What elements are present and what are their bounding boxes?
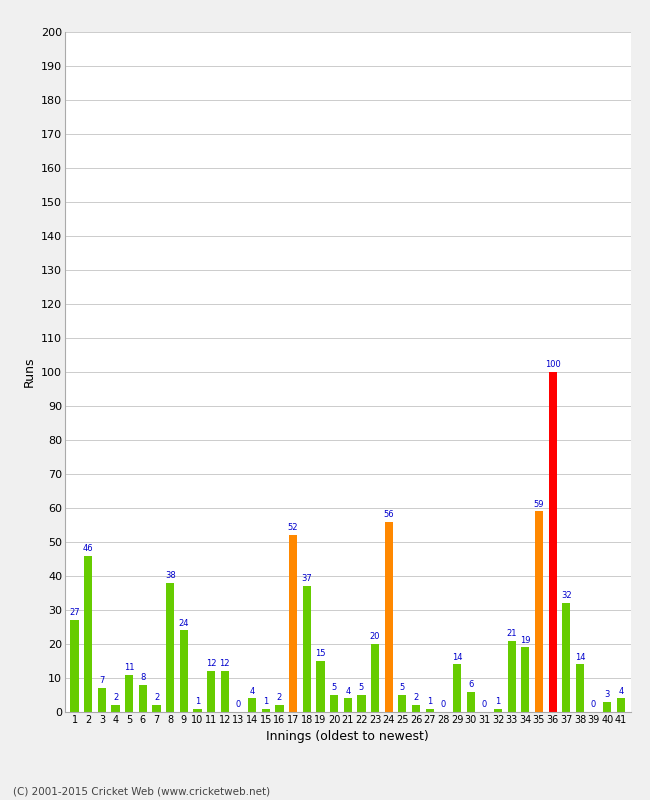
- Bar: [508, 641, 515, 712]
- Bar: [84, 555, 92, 712]
- Text: 32: 32: [561, 591, 571, 601]
- Bar: [494, 709, 502, 712]
- Bar: [398, 695, 406, 712]
- Bar: [276, 706, 283, 712]
- Text: 6: 6: [468, 680, 473, 689]
- Text: 2: 2: [113, 694, 118, 702]
- Text: 2: 2: [413, 694, 419, 702]
- Bar: [248, 698, 256, 712]
- Text: 59: 59: [534, 500, 544, 509]
- Bar: [617, 698, 625, 712]
- Text: 0: 0: [441, 700, 446, 710]
- Bar: [207, 671, 215, 712]
- Text: 4: 4: [345, 686, 350, 696]
- Bar: [344, 698, 352, 712]
- Bar: [562, 603, 571, 712]
- Text: 1: 1: [495, 697, 500, 706]
- Text: 0: 0: [591, 700, 596, 710]
- Text: 100: 100: [545, 360, 560, 370]
- Bar: [358, 695, 365, 712]
- Text: 14: 14: [575, 653, 585, 662]
- Bar: [111, 706, 120, 712]
- Bar: [535, 511, 543, 712]
- Text: 3: 3: [604, 690, 610, 699]
- Text: 7: 7: [99, 677, 105, 686]
- Text: 2: 2: [154, 694, 159, 702]
- Text: 37: 37: [302, 574, 312, 583]
- Text: (C) 2001-2015 Cricket Web (www.cricketweb.net): (C) 2001-2015 Cricket Web (www.cricketwe…: [13, 786, 270, 796]
- Bar: [549, 372, 557, 712]
- Bar: [70, 620, 79, 712]
- X-axis label: Innings (oldest to newest): Innings (oldest to newest): [266, 730, 429, 743]
- Text: 0: 0: [482, 700, 487, 710]
- Text: 27: 27: [70, 609, 80, 618]
- Bar: [152, 706, 161, 712]
- Text: 11: 11: [124, 663, 135, 672]
- Text: 19: 19: [520, 636, 530, 645]
- Bar: [166, 582, 174, 712]
- Text: 46: 46: [83, 544, 94, 553]
- Bar: [412, 706, 420, 712]
- Text: 2: 2: [277, 694, 282, 702]
- Text: 56: 56: [384, 510, 394, 519]
- Bar: [262, 709, 270, 712]
- Bar: [426, 709, 434, 712]
- Bar: [180, 630, 188, 712]
- Text: 52: 52: [288, 523, 298, 533]
- Bar: [603, 702, 612, 712]
- Bar: [371, 644, 379, 712]
- Text: 15: 15: [315, 650, 326, 658]
- Text: 12: 12: [220, 659, 230, 669]
- Bar: [317, 661, 324, 712]
- Text: 1: 1: [263, 697, 268, 706]
- Bar: [303, 586, 311, 712]
- Text: 4: 4: [250, 686, 255, 696]
- Text: 12: 12: [206, 659, 216, 669]
- Bar: [521, 647, 529, 712]
- Text: 5: 5: [332, 683, 337, 692]
- Text: 0: 0: [236, 700, 241, 710]
- Bar: [194, 709, 202, 712]
- Text: 4: 4: [618, 686, 623, 696]
- Text: 24: 24: [179, 618, 189, 628]
- Text: 5: 5: [359, 683, 364, 692]
- Y-axis label: Runs: Runs: [23, 357, 36, 387]
- Bar: [330, 695, 338, 712]
- Bar: [385, 522, 393, 712]
- Text: 1: 1: [195, 697, 200, 706]
- Text: 1: 1: [427, 697, 432, 706]
- Text: 8: 8: [140, 673, 146, 682]
- Bar: [467, 691, 474, 712]
- Bar: [125, 674, 133, 712]
- Bar: [453, 664, 461, 712]
- Bar: [138, 685, 147, 712]
- Bar: [98, 688, 106, 712]
- Bar: [221, 671, 229, 712]
- Text: 14: 14: [452, 653, 462, 662]
- Bar: [289, 535, 297, 712]
- Bar: [576, 664, 584, 712]
- Text: 38: 38: [165, 571, 176, 580]
- Text: 5: 5: [400, 683, 405, 692]
- Text: 20: 20: [370, 632, 380, 642]
- Text: 21: 21: [506, 629, 517, 638]
